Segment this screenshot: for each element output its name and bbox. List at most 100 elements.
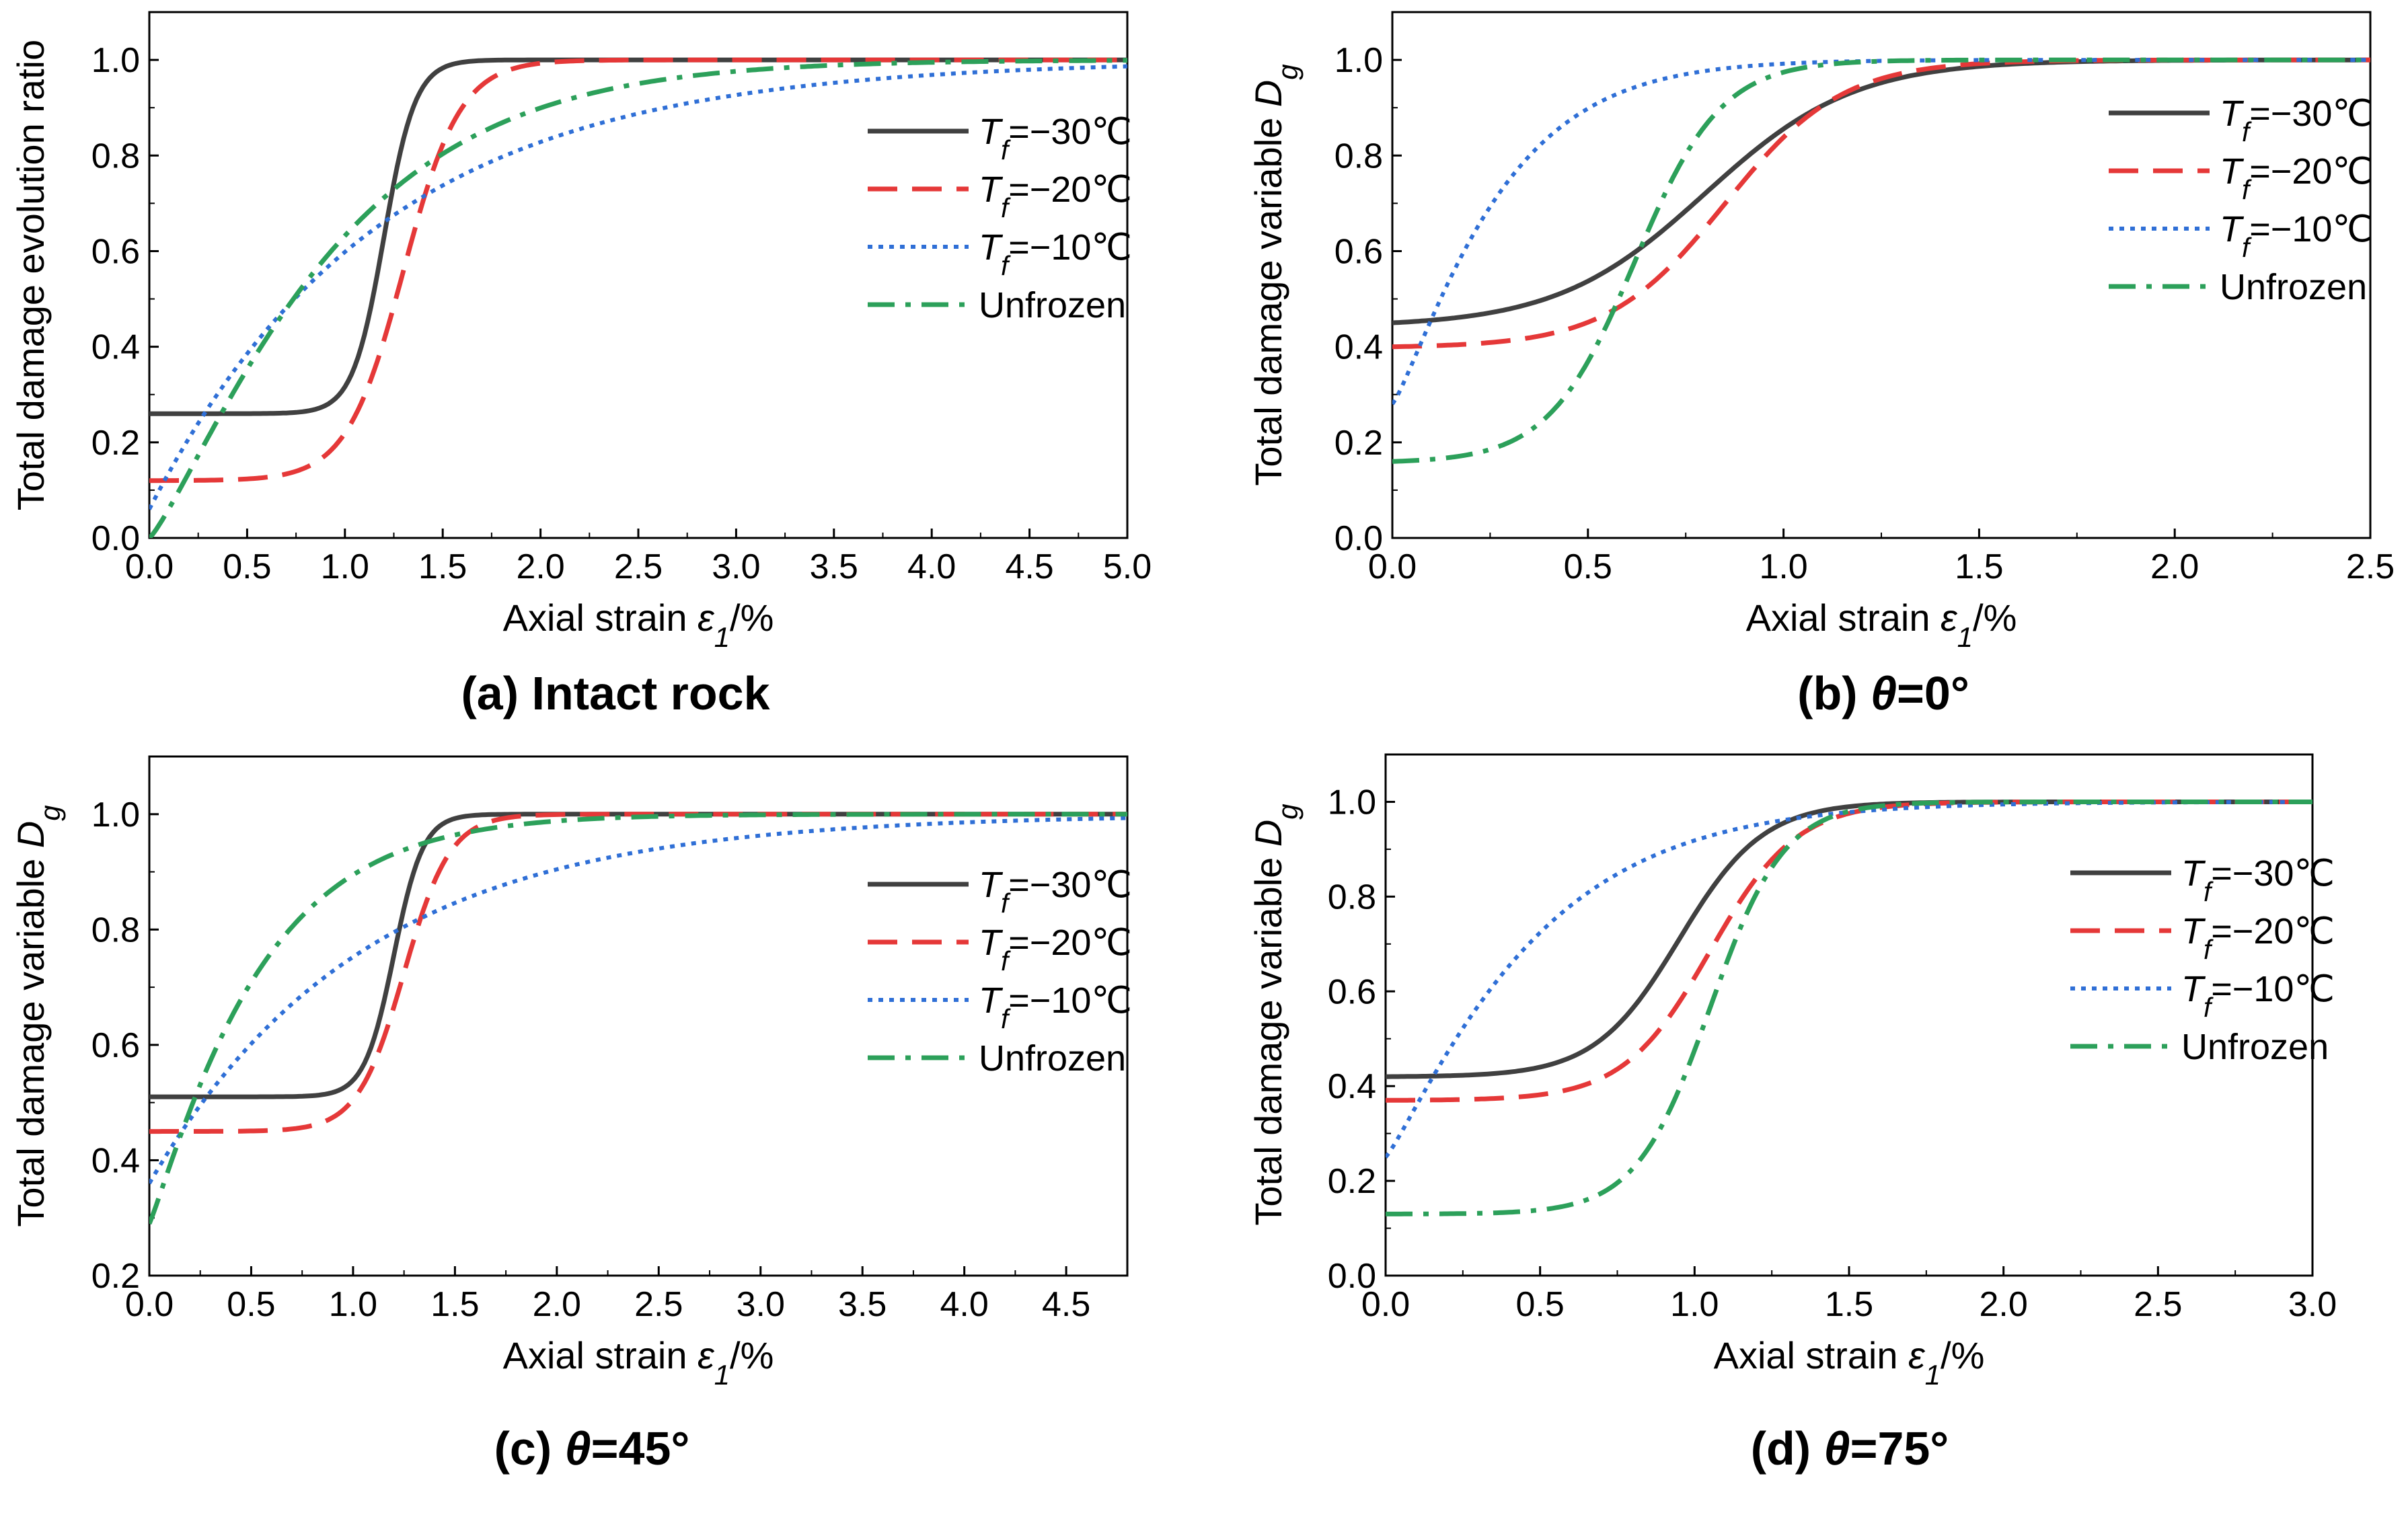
y-tick-label: 0.2 [91, 424, 140, 463]
x-tick-label: 3.0 [737, 1285, 785, 1324]
x-tick-label: 2.0 [533, 1285, 581, 1324]
y-axis-title: Total damage variable Dg [1247, 804, 1304, 1225]
x-tick-label: 1.5 [1955, 547, 2003, 586]
x-tick-label: 4.5 [1042, 1285, 1090, 1324]
series-line-3 [149, 64, 1127, 510]
x-tick-label: 0.0 [125, 1285, 174, 1324]
x-tick-label: 2.0 [2150, 547, 2199, 586]
x-tick-label: 1.0 [1670, 1285, 1719, 1324]
legend-label-2: Tf=−20℃ [2220, 151, 2373, 205]
y-axis-title: Total damage evolution ratio [9, 40, 52, 510]
y-tick-label: 1.0 [91, 795, 140, 834]
x-tick-label: 0.0 [125, 547, 174, 586]
series-line-4 [149, 812, 1127, 1225]
panel-a: 0.0 0.5 1.0 1.5 2.0 2.5 3.0 3.5 4.0 4.5 5.0 0.0 0.2 0… [9, 11, 1152, 720]
legend-label-3: Tf=−10℃ [979, 227, 1132, 281]
y-tick-label: 0.0 [1334, 519, 1383, 558]
x-tick-label: 0.5 [1564, 547, 1612, 586]
x-tick-label: 0.0 [1361, 1285, 1410, 1324]
legend-label-1: Tf=−30℃ [2220, 93, 2373, 147]
x-tick-label: 3.5 [810, 547, 858, 586]
y-tick-label: 0.6 [91, 232, 140, 271]
y-tick-label: 1.0 [1328, 783, 1376, 822]
x-tick-label: 2.5 [634, 1285, 683, 1324]
x-tick-label: 1.0 [321, 547, 369, 586]
legend-label-2: Tf=−20℃ [979, 923, 1132, 976]
y-tick-label: 0.8 [91, 137, 140, 176]
series-line-2 [1392, 57, 2370, 350]
series-line-2 [1386, 800, 2312, 1103]
legend-label-2: Tf=−20℃ [2181, 911, 2335, 965]
y-tick-label: 0.2 [1334, 424, 1383, 463]
y-tick-label: 0.6 [1334, 232, 1383, 271]
x-tick-label: 3.0 [2288, 1285, 2337, 1324]
y-tick-label: 0.2 [91, 1257, 140, 1296]
y-tick-label: 1.0 [1334, 41, 1383, 80]
y-tick-label: 0.6 [1328, 972, 1376, 1011]
y-tick-label: 0.4 [1328, 1067, 1376, 1106]
x-axis-title: Axial strain ε1/% [503, 596, 774, 653]
x-tick-label: 4.0 [907, 547, 956, 586]
legend-label-4: Unfrozen [2220, 267, 2367, 307]
y-tick-label: 0.8 [1334, 137, 1383, 176]
panel-caption: (d) θ=75° [1751, 1422, 1949, 1475]
panel-caption: (c) θ=45° [494, 1422, 690, 1475]
series-line-1 [1386, 800, 2312, 1079]
y-axis-title: Total damage variable Dg [9, 805, 66, 1227]
panel-caption: (b) θ=0° [1797, 667, 1969, 720]
x-axis-title: Axial strain ε1/% [503, 1334, 774, 1391]
x-tick-label: 2.5 [2346, 547, 2395, 586]
y-tick-label: 0.6 [91, 1026, 140, 1065]
x-tick-label: 1.5 [418, 547, 467, 586]
y-tick-label: 0.0 [1328, 1257, 1376, 1296]
y-tick-label: 0.4 [1334, 328, 1383, 367]
x-tick-label: 0.0 [1368, 547, 1417, 586]
x-tick-label: 1.5 [430, 1285, 479, 1324]
y-axis-title: Total damage variable Dg [1247, 64, 1304, 485]
x-tick-label: 2.0 [1980, 1285, 2028, 1324]
panel-b: 0.0 0.5 1.0 1.5 2.0 2.5 0.0 0.2 0.4 0.6 0.8 1.0 Axia… [1247, 11, 2395, 720]
x-tick-label: 1.5 [1825, 1285, 1873, 1324]
x-tick-label: 2.0 [516, 547, 564, 586]
legend-label-4: Unfrozen [979, 1038, 1126, 1079]
x-tick-label: 4.0 [940, 1285, 989, 1324]
legend-label-4: Unfrozen [979, 285, 1126, 325]
x-tick-label: 1.0 [1759, 547, 1807, 586]
x-tick-label: 0.5 [1516, 1285, 1565, 1324]
x-tick-label: 3.0 [712, 547, 760, 586]
x-tick-label: 2.5 [614, 547, 663, 586]
legend-label-4: Unfrozen [2181, 1027, 2329, 1067]
legend-label-2: Tf=−20℃ [979, 169, 1132, 223]
legend-label-3: Tf=−10℃ [2181, 969, 2335, 1023]
x-tick-label: 4.5 [1005, 547, 1053, 586]
y-tick-label: 0.4 [91, 1141, 140, 1180]
x-axis-title: Axial strain ε1/% [1714, 1334, 1985, 1391]
series-line-2 [149, 812, 1127, 1134]
panel-c: 0.0 0.5 1.0 1.5 2.0 2.5 3.0 3.5 4.0 4.5 0.2 0.4 0.6 0… [9, 755, 1132, 1475]
series-line-4 [1386, 800, 2312, 1216]
panel-d: 0.0 0.5 1.0 1.5 2.0 2.5 3.0 0.0 0.2 0.4 0.6 0.8 1.0 A… [1247, 753, 2337, 1475]
y-tick-label: 0.2 [1328, 1162, 1376, 1201]
x-tick-label: 3.5 [838, 1285, 887, 1324]
x-tick-label: 1.0 [329, 1285, 377, 1324]
plot-frame [148, 11, 1129, 539]
plot-frame [1384, 753, 2314, 1277]
y-tick-label: 0.8 [91, 910, 140, 949]
series-line-4 [1392, 57, 2370, 464]
panel-caption: (a) Intact rock [461, 667, 770, 720]
x-tick-label: 0.5 [223, 547, 271, 586]
legend-label-1: Tf=−30℃ [979, 112, 1132, 165]
y-tick-label: 0.4 [91, 328, 140, 367]
legend-label-1: Tf=−30℃ [979, 865, 1132, 919]
series-line-4 [149, 58, 1127, 538]
series-line-3 [1392, 58, 2370, 405]
legend-label-1: Tf=−30℃ [2181, 853, 2335, 907]
series-line-3 [1386, 800, 2312, 1159]
legend-label-3: Tf=−10℃ [2220, 209, 2373, 263]
series-line-3 [149, 816, 1127, 1185]
x-axis-title: Axial strain ε1/% [1746, 596, 2017, 653]
y-tick-label: 0.0 [91, 519, 140, 558]
plot-frame [148, 755, 1129, 1277]
x-tick-label: 2.5 [2134, 1285, 2182, 1324]
